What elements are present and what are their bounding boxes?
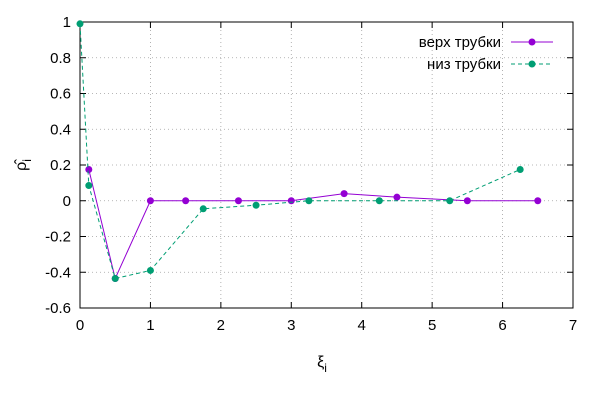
legend-label-0: верх трубки <box>419 34 501 51</box>
data-point <box>534 197 542 205</box>
legend-marker-1 <box>528 60 536 68</box>
x-tick-label: 1 <box>146 317 154 334</box>
y-tick-label: -0.6 <box>45 300 71 317</box>
y-tick-label: -0.2 <box>45 229 71 246</box>
series-line-1 <box>79 23 521 280</box>
series-1 <box>76 20 524 283</box>
series-layer <box>76 20 542 283</box>
axis-ticks: 0 1 2 3 4 5 6 7 1 0.8 0.6 0.4 0.2 0 -0.2 -0.4 -0.6 <box>45 14 577 334</box>
data-point <box>146 197 154 205</box>
series-0 <box>85 165 542 283</box>
data-point <box>111 275 119 283</box>
x-tick-label: 5 <box>428 317 436 334</box>
y-tick-label: 1 <box>63 14 71 31</box>
data-point <box>393 193 401 201</box>
data-point <box>76 20 84 28</box>
data-point <box>85 165 93 173</box>
y-tick-label: 0.6 <box>50 86 71 103</box>
data-point <box>146 266 154 274</box>
y-tick-label: 0 <box>63 193 71 210</box>
y-tick-label: 0.4 <box>50 121 71 138</box>
series-line-0 <box>88 169 538 281</box>
x-tick-label: 3 <box>287 317 295 334</box>
data-point <box>287 197 295 205</box>
y-tick-label: -0.4 <box>45 264 71 281</box>
data-point <box>182 197 190 205</box>
y-tick-label: 0.2 <box>50 157 71 174</box>
data-point <box>463 197 471 205</box>
x-tick-label: 2 <box>217 317 225 334</box>
data-point <box>340 190 348 198</box>
data-point <box>85 182 93 190</box>
data-point <box>516 165 524 173</box>
legend: верх трубки низ трубки <box>419 34 553 73</box>
data-point <box>305 197 313 205</box>
x-tick-label: 4 <box>358 317 366 334</box>
data-point <box>234 197 242 205</box>
legend-label-1: низ трубки <box>427 56 501 73</box>
x-tick-label: 0 <box>76 317 84 334</box>
x-tick-label: 7 <box>569 317 577 334</box>
data-point <box>252 201 260 209</box>
y-tick-label: 0.8 <box>50 50 71 67</box>
x-tick-label: 6 <box>498 317 506 334</box>
y-axis-label: ρ̂i <box>13 159 34 171</box>
x-axis-label: ξi <box>317 354 327 375</box>
legend-marker-0 <box>528 38 536 46</box>
data-point <box>446 197 454 205</box>
data-point <box>199 205 207 213</box>
data-point <box>375 197 383 205</box>
